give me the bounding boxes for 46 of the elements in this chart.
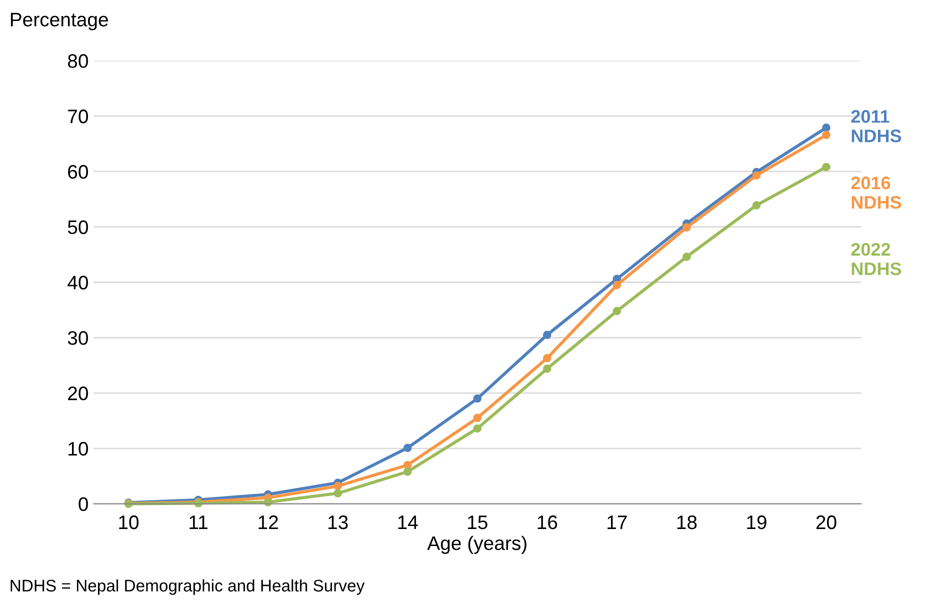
x-tick-label: 15 bbox=[468, 516, 488, 530]
y-tick-label: 70 bbox=[68, 110, 88, 124]
point bbox=[403, 444, 412, 452]
y-tick-label: 20 bbox=[68, 386, 88, 400]
y-axis-title: Percentage bbox=[10, 12, 108, 30]
point bbox=[403, 468, 412, 476]
point bbox=[473, 394, 482, 403]
y-tick-label: 50 bbox=[68, 220, 88, 234]
point bbox=[822, 124, 830, 132]
point bbox=[334, 482, 342, 490]
point bbox=[682, 252, 691, 261]
point bbox=[822, 162, 830, 172]
y-tick-label: 0 bbox=[78, 497, 88, 512]
point bbox=[403, 460, 412, 470]
text: 2022 NDHS bbox=[851, 242, 902, 276]
point bbox=[682, 223, 691, 232]
x-tick-label: 10 bbox=[119, 515, 139, 530]
point bbox=[542, 364, 552, 373]
point bbox=[542, 330, 552, 340]
y-tick-label: 30 bbox=[68, 331, 88, 345]
point bbox=[542, 354, 552, 362]
x-axis-title: Age (years) bbox=[427, 536, 526, 554]
point bbox=[473, 424, 482, 433]
point bbox=[473, 414, 482, 422]
x-tick-label: 14 bbox=[398, 516, 418, 530]
y-tick-label: 40 bbox=[68, 276, 88, 290]
point bbox=[752, 201, 761, 210]
x-tick-label: 16 bbox=[538, 515, 558, 530]
text: NDHS = Nepal Demographic and Health Survey bbox=[10, 579, 365, 595]
series-label: 2011 NDHS bbox=[851, 110, 902, 142]
x-tick-label: 18 bbox=[677, 515, 697, 530]
text: 2016 NDHS bbox=[851, 176, 902, 209]
y-tick-label: 60 bbox=[68, 164, 88, 179]
y-tick-label: 80 bbox=[68, 54, 88, 68]
x-tick-label: 20 bbox=[816, 515, 836, 530]
x-tick-label: 19 bbox=[747, 515, 766, 530]
point bbox=[612, 280, 622, 290]
point bbox=[334, 489, 342, 498]
point bbox=[752, 171, 761, 180]
point bbox=[822, 130, 830, 140]
y-tick-label: 10 bbox=[68, 442, 88, 456]
x-tick-label: 11 bbox=[190, 516, 208, 530]
x-tick-label: 17 bbox=[608, 516, 627, 530]
point bbox=[612, 306, 622, 316]
x-tick-label: 13 bbox=[328, 515, 348, 530]
x-tick-label: 12 bbox=[258, 515, 278, 530]
